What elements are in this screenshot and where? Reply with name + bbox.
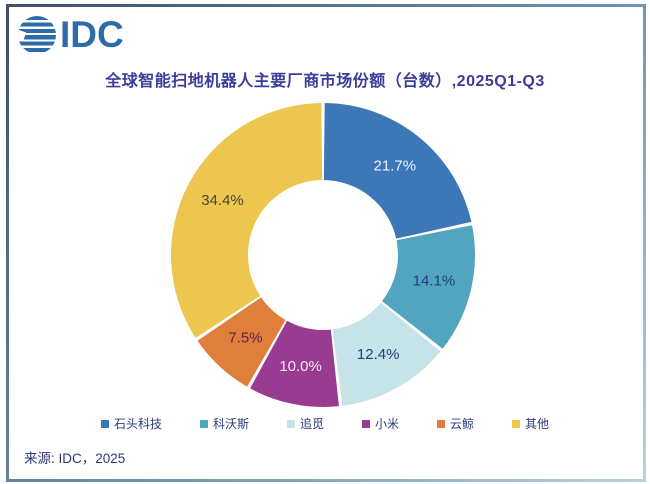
legend-item-科沃斯[interactable]: 科沃斯 bbox=[199, 415, 249, 432]
legend-swatch-icon bbox=[512, 419, 521, 428]
segment-value-label: 34.4% bbox=[201, 192, 244, 209]
source-note: 来源: IDC，2025 bbox=[24, 451, 126, 466]
legend-item-追觅[interactable]: 追觅 bbox=[286, 415, 324, 432]
chart-title: 全球智能扫地机器人主要厂商市场份额（台数）,2025Q1-Q3 bbox=[105, 73, 545, 90]
donut-segment-其他[interactable] bbox=[171, 103, 323, 338]
chart-legend: 石头科技 科沃斯 追觅 小米 云鲸 其他 bbox=[0, 415, 650, 432]
donut-segment-小米[interactable] bbox=[250, 320, 339, 408]
logo-text: IDC bbox=[60, 14, 124, 55]
donut-segment-云鲸[interactable] bbox=[197, 297, 286, 387]
legend-label: 追觅 bbox=[299, 417, 324, 431]
donut-segment-石头科技[interactable] bbox=[323, 103, 472, 239]
legend-label: 石头科技 bbox=[113, 417, 162, 431]
legend-swatch-icon bbox=[100, 419, 109, 428]
legend-swatch-icon bbox=[437, 419, 446, 428]
globe-icon bbox=[18, 16, 56, 54]
legend-swatch-icon bbox=[199, 419, 208, 428]
segment-value-label: 12.4% bbox=[357, 346, 400, 363]
legend-label: 其他 bbox=[525, 417, 550, 431]
segment-value-label: 14.1% bbox=[413, 272, 456, 289]
legend-label: 小米 bbox=[375, 417, 400, 431]
legend-item-云鲸[interactable]: 云鲸 bbox=[437, 415, 474, 432]
segment-value-label: 7.5% bbox=[228, 330, 262, 347]
idc-logo: IDC bbox=[18, 16, 124, 54]
segment-value-label: 21.7% bbox=[374, 157, 417, 174]
legend-item-其他[interactable]: 其他 bbox=[512, 415, 549, 432]
legend-item-小米[interactable]: 小米 bbox=[362, 415, 399, 432]
donut-segment-科沃斯[interactable] bbox=[382, 225, 475, 349]
legend-swatch-icon bbox=[286, 419, 295, 428]
legend-swatch-icon bbox=[362, 419, 370, 428]
segment-value-label: 10.0% bbox=[279, 358, 322, 375]
card-border-frame bbox=[6, 4, 646, 482]
legend-label: 云鲸 bbox=[450, 417, 475, 431]
legend-item-石头科技[interactable]: 石头科技 bbox=[100, 415, 162, 432]
legend-label: 科沃斯 bbox=[212, 417, 249, 431]
donut-segment-追觅[interactable] bbox=[332, 302, 441, 406]
